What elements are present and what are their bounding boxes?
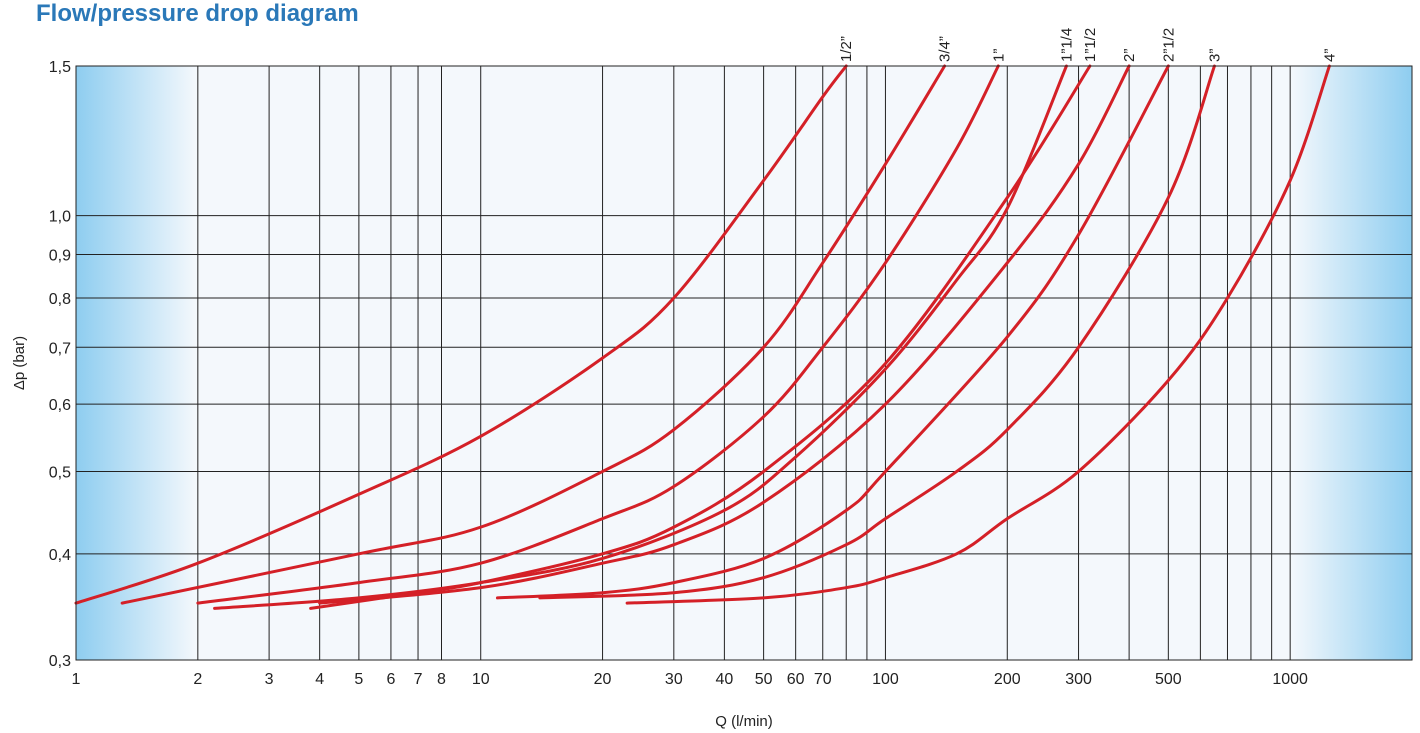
x-tick-label: 10: [472, 671, 490, 688]
series-label: 2”: [1121, 49, 1138, 62]
x-tick-label: 1000: [1272, 671, 1308, 688]
series-label: 1/2”: [838, 36, 855, 62]
x-tick-label: 1: [72, 671, 81, 688]
series-line: [495, 64, 1170, 600]
series-line: [213, 64, 1068, 610]
x-tick-label: 2: [193, 671, 202, 688]
x-tick-label: 100: [872, 671, 899, 688]
series-label: 1”1/2: [1082, 28, 1099, 62]
series-label: 3/4”: [937, 36, 954, 62]
x-tick-label: 7: [414, 671, 423, 688]
y-tick-label: 0,8: [49, 291, 71, 308]
x-tick-label: 50: [755, 671, 773, 688]
series-label: 2”1/2: [1160, 28, 1177, 62]
x-tick-label: 5: [354, 671, 363, 688]
chart-title: Flow/pressure drop diagram: [36, 0, 359, 27]
y-tick-label: 0,4: [49, 547, 71, 564]
y-tick-label: 0,9: [49, 248, 71, 265]
y-axis-label: Δp (bar): [11, 336, 28, 390]
y-tick-label: 0,3: [49, 653, 71, 670]
series-label: 1”: [990, 49, 1007, 62]
x-tick-label: 500: [1155, 671, 1182, 688]
series-line: [196, 64, 1000, 605]
x-tick-label: 60: [787, 671, 805, 688]
series-line: [309, 64, 1092, 610]
x-tick-label: 8: [437, 671, 446, 688]
y-tick-label: 1,5: [49, 59, 71, 76]
series-line: [625, 64, 1331, 605]
x-tick-label: 40: [715, 671, 733, 688]
x-tick-label: 4: [315, 671, 324, 688]
y-tick-label: 0,7: [49, 340, 71, 357]
y-tick-labels: 0,3 0,4 0,5 0,6 0,7 0,8 0,9 1,0 1,5: [49, 59, 71, 670]
series-line: [538, 64, 1216, 600]
x-tick-label: 3: [265, 671, 274, 688]
y-tick-label: 0,6: [49, 397, 71, 414]
plot-background: [76, 66, 1412, 660]
y-tick-label: 0,5: [49, 464, 71, 481]
y-tick-label: 1,0: [49, 209, 71, 226]
x-tick-label: 30: [665, 671, 683, 688]
x-tick-label: 6: [386, 671, 395, 688]
series-labels: 1/2” 3/4” 1” 1”1/4 1”1/2 2” 2”1/2 3” 4”: [838, 28, 1338, 62]
x-tick-labels: 1 2 3 4 5 6 7 8 10 20 30 40 50 60 70 100 200 300 500 1000: [72, 671, 1309, 688]
series-line: [74, 64, 848, 605]
grid-lines: [76, 66, 1412, 660]
plot-frame: [75, 65, 1413, 661]
series-line: [318, 64, 1131, 605]
x-tick-label: 300: [1065, 671, 1092, 688]
series-line: [120, 64, 947, 605]
x-axis-label: Q (l/min): [715, 713, 773, 730]
x-tick-label: 200: [994, 671, 1021, 688]
series-label: 3”: [1206, 49, 1223, 62]
series-label: 1”1/4: [1058, 28, 1075, 62]
series-label: 4”: [1321, 49, 1338, 62]
series-lines: [74, 64, 1331, 610]
x-tick-label: 20: [594, 671, 612, 688]
x-tick-label: 70: [814, 671, 832, 688]
